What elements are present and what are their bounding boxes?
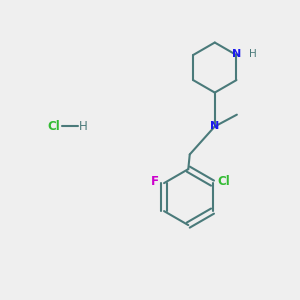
Text: Cl: Cl (218, 175, 231, 188)
Text: N: N (232, 50, 242, 59)
Text: H: H (79, 120, 88, 133)
Text: H: H (249, 50, 256, 59)
Text: F: F (151, 175, 159, 188)
Text: N: N (210, 122, 219, 131)
Text: Cl: Cl (47, 120, 60, 133)
